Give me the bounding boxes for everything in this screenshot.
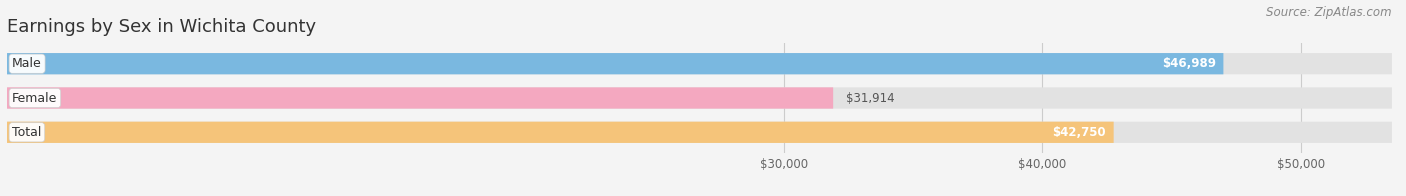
Text: Total: Total <box>13 126 42 139</box>
Text: $31,914: $31,914 <box>846 92 894 104</box>
FancyBboxPatch shape <box>7 122 1392 143</box>
Text: Earnings by Sex in Wichita County: Earnings by Sex in Wichita County <box>7 18 316 36</box>
FancyBboxPatch shape <box>7 53 1223 74</box>
Text: Female: Female <box>13 92 58 104</box>
Text: $46,989: $46,989 <box>1161 57 1216 70</box>
Text: Source: ZipAtlas.com: Source: ZipAtlas.com <box>1267 6 1392 19</box>
FancyBboxPatch shape <box>7 87 1392 109</box>
Text: Male: Male <box>13 57 42 70</box>
FancyBboxPatch shape <box>7 122 1114 143</box>
FancyBboxPatch shape <box>7 53 1392 74</box>
Text: $42,750: $42,750 <box>1052 126 1107 139</box>
FancyBboxPatch shape <box>7 87 834 109</box>
